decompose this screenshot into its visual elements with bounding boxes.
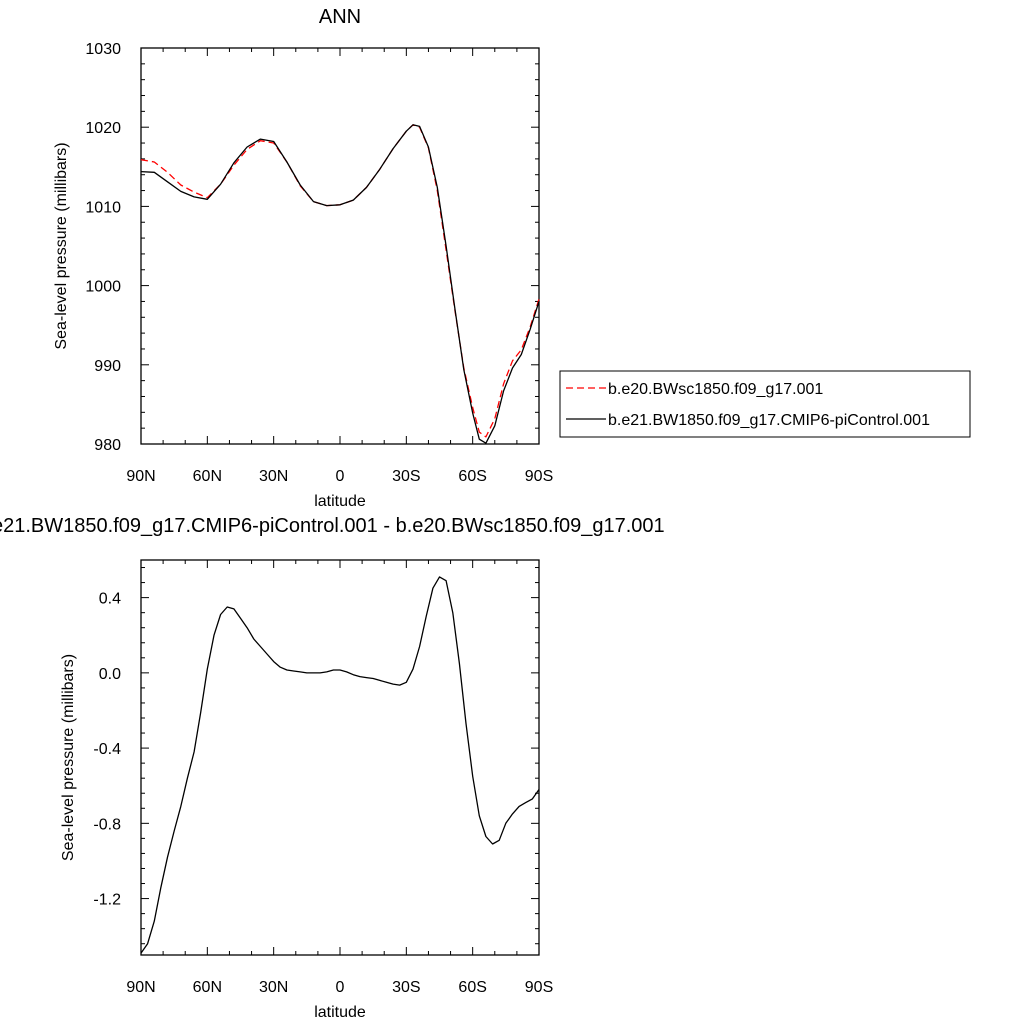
panel-2-y-axis-label: Sea-level pressure (millibars) <box>60 654 77 861</box>
panel-2-title: b.e21.BW1850.f09_g17.CMIP6-piControl.001… <box>0 515 665 537</box>
panel-1-x-tick-label: 0 <box>336 468 345 485</box>
panel-2-series-line-1 <box>140 576 540 954</box>
panel-2-x-tick-label: 0 <box>336 979 345 996</box>
panel-2-frame <box>140 559 540 956</box>
panel-1-y-axis-label: Sea-level pressure (millibars) <box>53 142 70 349</box>
panel-2-x-tick-label: 90S <box>525 979 553 996</box>
panel-2-x-axis-label: latitude <box>314 1004 366 1021</box>
panel-1-x-tick-label: 60N <box>193 468 222 485</box>
panel-2-x-tick-label: 90N <box>126 979 155 996</box>
panel-2-y-tick-label: -0.4 <box>93 741 121 758</box>
panel-1-x-axis-label: latitude <box>314 493 366 510</box>
panel-2-y-tick-label: 0.4 <box>99 591 121 608</box>
panel-1-x-tick-label: 60S <box>458 468 486 485</box>
panel-1-series-line-2 <box>140 124 540 444</box>
panel-2-x-tick-label: 60N <box>193 979 222 996</box>
panel-1-y-tick-label: 1030 <box>85 41 121 58</box>
panel-1-y-tick-label: 1010 <box>85 199 121 216</box>
panel-1-x-tick-label: 90N <box>126 468 155 485</box>
panel-1-x-tick-label: 90S <box>525 468 553 485</box>
panel-1-x-tick-label: 30N <box>259 468 288 485</box>
panel-1-x-tick-label: 30S <box>392 468 420 485</box>
panel-2-y-tick-label: 0.0 <box>99 666 121 683</box>
panel-1-y-tick-label: 1000 <box>85 279 121 296</box>
panel-2-y-tick-label: -1.2 <box>93 892 121 909</box>
legend-label-2: b.e21.BW1850.f09_g17.CMIP6-piControl.001 <box>608 412 930 429</box>
panel-2-y-tick-label: -0.8 <box>93 816 121 833</box>
panel-1-title: ANN <box>319 6 361 28</box>
panel-1-y-tick-label: 990 <box>94 358 121 375</box>
panel-1-y-tick-label: 980 <box>94 437 121 454</box>
panel-1-series-line-1 <box>140 124 540 438</box>
legend-label-1: b.e20.BWsc1850.f09_g17.001 <box>608 381 823 398</box>
panel-2-x-tick-label: 60S <box>458 979 486 996</box>
panel-2-x-tick-label: 30S <box>392 979 420 996</box>
panel-1-y-tick-label: 1020 <box>85 120 121 137</box>
panel-1-frame <box>140 47 540 445</box>
legend-box <box>559 370 971 438</box>
panel-2-x-tick-label: 30N <box>259 979 288 996</box>
